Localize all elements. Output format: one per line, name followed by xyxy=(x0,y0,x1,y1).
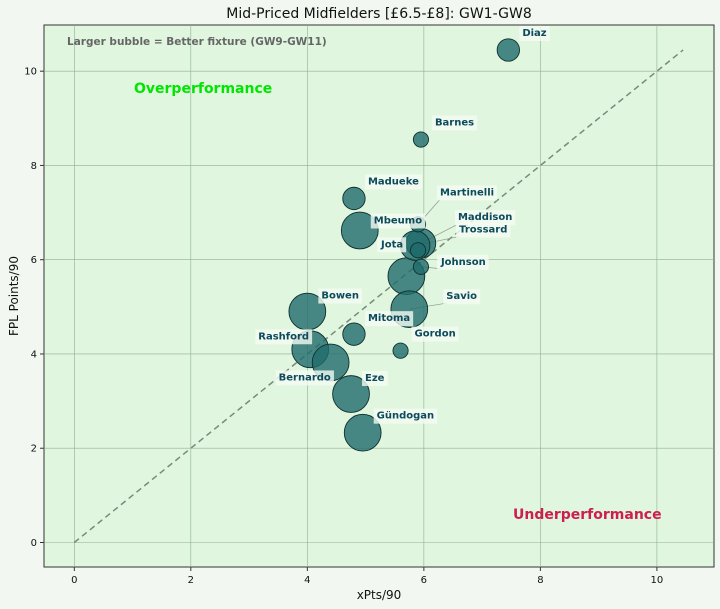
bubble-point xyxy=(412,131,429,148)
point-label: Savio xyxy=(446,291,477,302)
point-label: Mbeumo xyxy=(374,215,422,226)
reference-diagonal-line xyxy=(73,49,684,544)
y-tick-label: 2 xyxy=(31,444,37,455)
point-label: Madueke xyxy=(368,176,419,187)
y-axis-label: FPL Points/90 xyxy=(7,256,21,336)
bubble-point xyxy=(340,211,379,250)
point-label-background xyxy=(364,174,423,190)
point-label-background xyxy=(431,115,478,131)
point-label: Maddison xyxy=(458,212,512,223)
grid-lines xyxy=(44,25,714,567)
bubble-point xyxy=(409,242,427,259)
bubble-size-note: Larger bubble = Better fixture (GW9-GW11… xyxy=(67,36,327,48)
point-label-background xyxy=(456,222,511,238)
bubble-point xyxy=(342,322,366,346)
x-tick-label: 2 xyxy=(188,575,194,586)
point-label: Bernardo xyxy=(279,372,331,383)
point-label: Gordon xyxy=(415,329,456,340)
point-label: Gündogan xyxy=(377,411,435,422)
point-label-background xyxy=(519,25,550,41)
point-label: Mitoma xyxy=(368,313,410,324)
x-axis-label: xPts/90 xyxy=(357,588,402,602)
point-label-background xyxy=(437,185,498,201)
bubble-point xyxy=(343,413,382,452)
point-label-background xyxy=(377,237,407,253)
y-axis-ticks: 0 2 4 6 8 10 xyxy=(24,67,44,549)
point-label: Martinelli xyxy=(440,187,494,198)
y-tick-label: 6 xyxy=(31,255,37,266)
x-tick-label: 4 xyxy=(304,575,310,586)
y-tick-label: 0 xyxy=(31,538,37,549)
point-label: Bowen xyxy=(321,291,359,302)
bubble-point xyxy=(412,258,429,275)
y-tick-label: 4 xyxy=(31,349,37,360)
point-label-background xyxy=(411,326,459,342)
x-tick-label: 10 xyxy=(651,575,664,586)
point-label-background xyxy=(275,370,334,386)
overperformance-label: Overperformance xyxy=(134,81,272,97)
point-label-background xyxy=(255,329,313,345)
point-label-background xyxy=(373,408,438,424)
point-label: Barnes xyxy=(435,118,474,129)
point-label-background xyxy=(318,288,362,304)
bubble-point xyxy=(342,186,366,211)
bubbles-layer xyxy=(288,38,520,452)
point-label-background xyxy=(443,289,481,305)
x-axis-ticks: 0 2 4 6 8 10 xyxy=(71,567,663,586)
x-tick-label: 8 xyxy=(537,575,543,586)
point-label: Jota xyxy=(380,239,403,250)
bubble-point xyxy=(496,38,520,62)
point-label: Eze xyxy=(365,373,385,384)
point-label-background xyxy=(454,210,516,226)
point-label: Diaz xyxy=(522,28,546,39)
point-label-background xyxy=(362,371,388,387)
chart-title: Mid-Priced Midfielders [£6.5-£8]: GW1-GW… xyxy=(226,6,531,22)
bubble-point xyxy=(392,342,409,359)
point-label-background xyxy=(436,254,489,270)
point-label: Johnson xyxy=(440,257,486,268)
x-tick-label: 6 xyxy=(421,575,427,586)
underperformance-label: Underperformance xyxy=(513,507,662,523)
point-label: Trossard xyxy=(459,225,507,236)
y-tick-label: 10 xyxy=(24,67,37,78)
point-label: Rashford xyxy=(258,331,309,342)
point-labels-layer: Diaz Barnes Madueke Martinelli Mbeumo Maddiso… xyxy=(255,25,550,424)
y-tick-label: 8 xyxy=(31,161,37,172)
point-label-background xyxy=(370,213,426,229)
point-label-background xyxy=(364,311,414,327)
bubble-point xyxy=(332,375,370,413)
x-tick-label: 0 xyxy=(71,575,77,586)
